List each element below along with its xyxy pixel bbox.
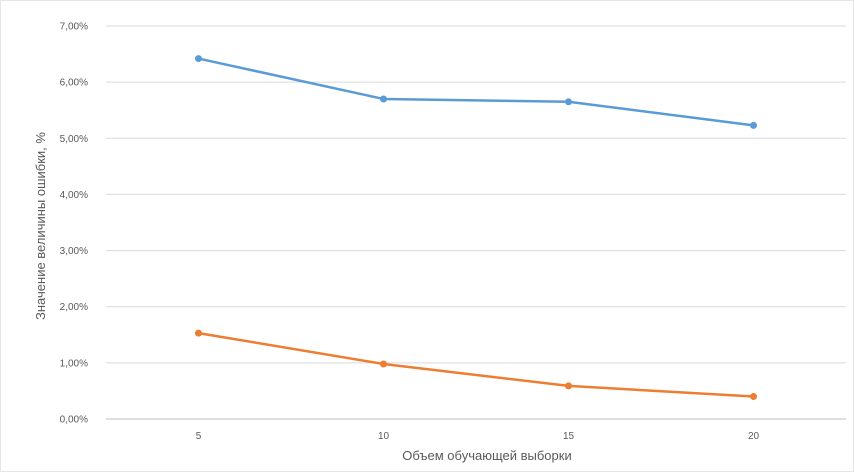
y-tick-label: 3,00% (60, 246, 88, 257)
x-tick-label: 20 (748, 431, 760, 442)
y-tick-label: 7,00% (60, 22, 88, 33)
y-tick-label: 6,00% (60, 78, 88, 89)
y-axis-ticks: 0,00% 1,00% 2,00% 3,00% 4,00% 5,00% 6,00% 7,00% (60, 22, 88, 426)
x-tick-label: 5 (196, 431, 202, 442)
series-2 (195, 329, 757, 401)
gridlines (106, 25, 846, 420)
y-tick-label: 0,00% (60, 415, 88, 426)
series-line (197, 331, 755, 398)
x-axis-ticks: 5 10 15 20 (196, 431, 760, 442)
series-line (197, 57, 755, 127)
y-axis-title: Значение величины ошибки, % (33, 132, 48, 320)
data-point (565, 98, 572, 106)
data-point (195, 329, 202, 337)
data-point (750, 393, 757, 401)
data-point (195, 55, 202, 63)
series-1 (195, 55, 757, 129)
series-group (195, 55, 757, 401)
x-tick-label: 10 (378, 431, 390, 442)
x-axis-title: Объем обучающей выборки (402, 448, 571, 463)
y-tick-label: 5,00% (60, 134, 88, 145)
y-tick-label: 1,00% (60, 358, 88, 369)
data-point (750, 121, 757, 129)
data-point (565, 382, 572, 390)
y-tick-label: 4,00% (60, 190, 88, 201)
data-point (380, 95, 387, 103)
x-tick-label: 15 (563, 431, 575, 442)
y-tick-label: 2,00% (60, 302, 88, 313)
data-point (380, 360, 387, 368)
